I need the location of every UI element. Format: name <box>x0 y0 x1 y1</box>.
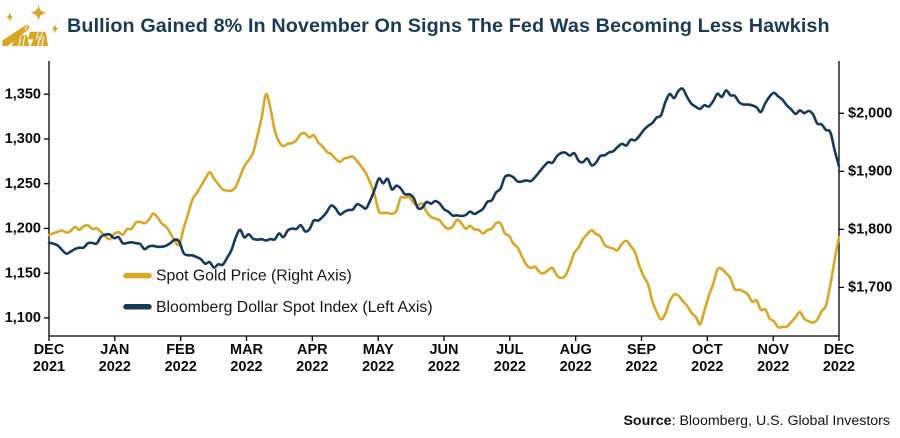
svg-text:JUN: JUN <box>429 342 458 358</box>
svg-text:$1,800: $1,800 <box>848 222 892 238</box>
svg-text:1,300: 1,300 <box>5 131 41 147</box>
svg-text:FEB: FEB <box>166 342 195 358</box>
svg-text:2022: 2022 <box>428 359 460 375</box>
svg-text:2022: 2022 <box>757 359 789 375</box>
svg-text:SEP: SEP <box>627 342 656 358</box>
svg-text:Bloomberg Dollar Spot Index (L: Bloomberg Dollar Spot Index (Left Axis) <box>156 299 433 316</box>
svg-text:1,100: 1,100 <box>5 310 41 326</box>
svg-text:NOV: NOV <box>757 342 789 358</box>
svg-text:1,150: 1,150 <box>5 265 41 281</box>
svg-text:2022: 2022 <box>296 359 328 375</box>
svg-text:JUL: JUL <box>496 342 524 358</box>
svg-text:MAR: MAR <box>230 342 264 358</box>
svg-text:DEC: DEC <box>34 342 65 358</box>
svg-text:1,250: 1,250 <box>5 176 41 192</box>
svg-text:2022: 2022 <box>494 359 526 375</box>
svg-text:JAN: JAN <box>100 342 129 358</box>
svg-text:APR: APR <box>297 342 328 358</box>
svg-text:Spot Gold Price (Right Axis): Spot Gold Price (Right Axis) <box>156 268 352 285</box>
svg-text:2022: 2022 <box>823 359 855 375</box>
svg-text:OCT: OCT <box>692 342 723 358</box>
svg-text:2022: 2022 <box>625 359 657 375</box>
svg-text:MAY: MAY <box>363 342 394 358</box>
svg-text:2022: 2022 <box>230 359 262 375</box>
svg-text:DEC: DEC <box>824 342 855 358</box>
svg-text:AUG: AUG <box>560 342 592 358</box>
svg-text:2021: 2021 <box>33 359 65 375</box>
svg-text:2022: 2022 <box>99 359 131 375</box>
svg-text:2022: 2022 <box>560 359 592 375</box>
svg-text:2022: 2022 <box>691 359 723 375</box>
svg-text:$1,700: $1,700 <box>848 280 892 296</box>
svg-text:$2,000: $2,000 <box>848 106 892 122</box>
svg-text:1,200: 1,200 <box>5 221 41 237</box>
svg-text:2022: 2022 <box>165 359 197 375</box>
svg-text:$1,900: $1,900 <box>848 164 892 180</box>
svg-text:2022: 2022 <box>362 359 394 375</box>
svg-text:1,350: 1,350 <box>5 87 41 103</box>
